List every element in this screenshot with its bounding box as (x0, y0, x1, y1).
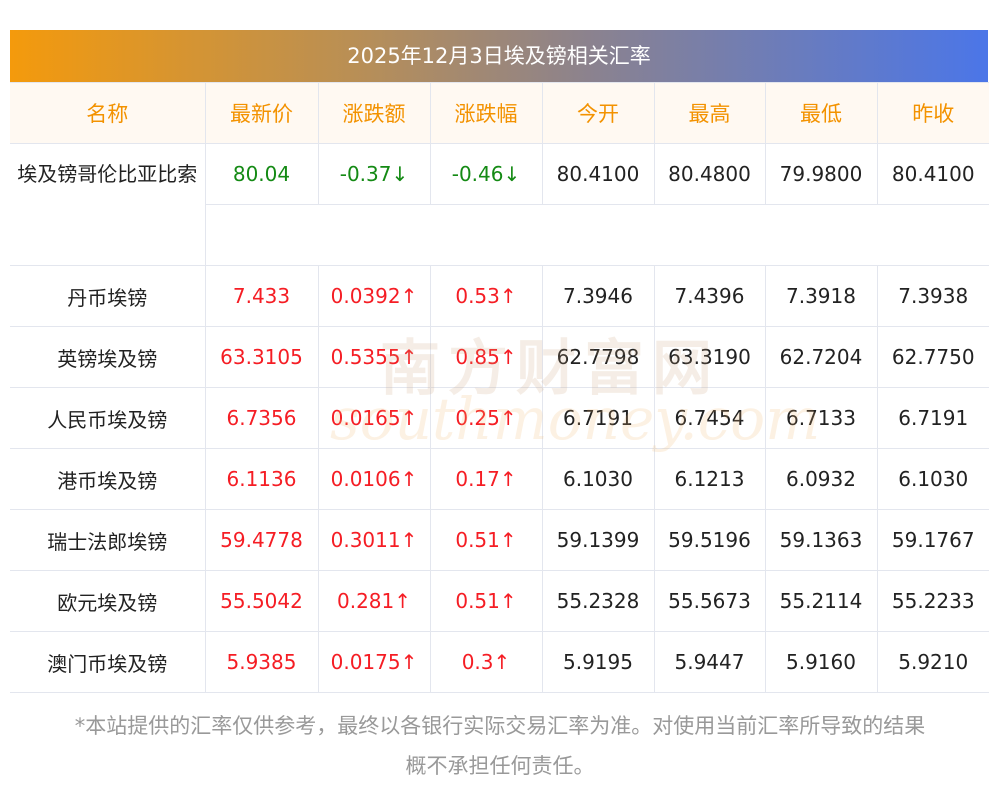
cell-open: 5.9195 (541, 631, 655, 693)
cell-latest: 59.4778 (204, 509, 319, 571)
cell-pct: 0.51↑ (429, 570, 543, 632)
cell-name: 英镑埃及镑 (10, 326, 206, 388)
cell-name: 澳门币埃及镑 (10, 631, 206, 693)
cell-pct: 0.51↑ (429, 509, 543, 571)
cell-high: 55.5673 (654, 570, 766, 632)
cell-change: 0.5355↑ (317, 326, 431, 388)
cell-latest: 5.9385 (204, 631, 319, 693)
column-header-low: 最低 (764, 82, 878, 144)
table-row: 欧元埃及镑 55.5042 0.281↑ 0.51↑ 55.2328 55.5673 55.… (10, 570, 989, 632)
cell-name: 埃及镑哥伦比亚比索 (10, 143, 206, 266)
cell-low: 59.1363 (764, 509, 878, 571)
cell-high: 6.7454 (654, 387, 766, 449)
cell-prev: 80.4100 (876, 143, 989, 205)
cell-prev: 62.7750 (876, 326, 989, 388)
cell-change: 0.0392↑ (317, 265, 431, 327)
cell-low: 5.9160 (764, 631, 878, 693)
cell-pct: -0.46↓ (429, 143, 543, 205)
cell-pct: 0.85↑ (429, 326, 543, 388)
column-header-latest: 最新价 (204, 82, 319, 144)
cell-prev: 6.1030 (876, 448, 989, 510)
cell-latest: 6.7356 (204, 387, 319, 449)
cell-name: 丹币埃镑 (10, 265, 206, 327)
cell-open: 6.7191 (541, 387, 655, 449)
table-row: 港币埃及镑 6.1136 0.0106↑ 0.17↑ 6.1030 6.1213 6.093… (10, 448, 989, 510)
cell-change: 0.0175↑ (317, 631, 431, 693)
cell-high: 80.4800 (654, 143, 766, 205)
cell-open: 7.3946 (541, 265, 655, 327)
cell-pct: 0.17↑ (429, 448, 543, 510)
cell-name: 瑞士法郎埃镑 (10, 509, 206, 571)
table-header-row: 名称 最新价 涨跌额 涨跌幅 今开 最高 最低 昨收 (10, 82, 989, 144)
cell-open: 59.1399 (541, 509, 655, 571)
column-header-change: 涨跌额 (317, 82, 431, 144)
cell-low: 79.9800 (764, 143, 878, 205)
cell-pct: 0.53↑ (429, 265, 543, 327)
cell-high: 63.3190 (654, 326, 766, 388)
cell-high: 59.5196 (654, 509, 766, 571)
table-row: 丹币埃镑 7.433 0.0392↑ 0.53↑ 7.3946 7.4396 7.3918 7… (10, 265, 989, 327)
cell-prev: 55.2233 (876, 570, 989, 632)
table-row: 埃及镑哥伦比亚比索 80.04 -0.37↓ -0.46↓ 80.4100 80.4800… (10, 143, 989, 266)
cell-low: 6.0932 (764, 448, 878, 510)
cell-pct: 0.25↑ (429, 387, 543, 449)
cell-low: 7.3918 (764, 265, 878, 327)
cell-latest: 7.433 (204, 265, 319, 327)
table-row-continuation (10, 204, 989, 266)
cell-open: 80.4100 (541, 143, 655, 205)
cell-prev: 59.1767 (876, 509, 989, 571)
cell-high: 6.1213 (654, 448, 766, 510)
cell-open: 55.2328 (541, 570, 655, 632)
cell-change: 0.0106↑ (317, 448, 431, 510)
cell-low: 6.7133 (764, 387, 878, 449)
cell-open: 62.7798 (541, 326, 655, 388)
cell-high: 5.9447 (654, 631, 766, 693)
cell-latest: 55.5042 (204, 570, 319, 632)
disclaimer: *本站提供的汇率仅供参考，最终以各银行实际交易汇率为准。对使用当前汇率所导致的结… (0, 706, 1000, 786)
cell-prev: 6.7191 (876, 387, 989, 449)
column-header-pct: 涨跌幅 (429, 82, 543, 144)
table-row: 瑞士法郎埃镑 59.4778 0.3011↑ 0.51↑ 59.1399 59.5196 5… (10, 509, 989, 571)
cell-latest: 6.1136 (204, 448, 319, 510)
cell-change: 0.281↑ (317, 570, 431, 632)
cell-name: 港币埃及镑 (10, 448, 206, 510)
cell-prev: 7.3938 (876, 265, 989, 327)
disclaimer-line-2: 概不承担任何责任。 (405, 754, 595, 778)
cell-latest: 63.3105 (204, 326, 319, 388)
cell-low: 62.7204 (764, 326, 878, 388)
cell-name: 人民币埃及镑 (10, 387, 206, 449)
cell-latest: 80.04 (204, 143, 319, 205)
cell-pct: 0.3↑ (429, 631, 543, 693)
table-title: 2025年12月3日埃及镑相关汇率 (10, 30, 988, 82)
table-row: 澳门币埃及镑 5.9385 0.0175↑ 0.3↑ 5.9195 5.9447 5.916… (10, 631, 989, 693)
cell-open: 6.1030 (541, 448, 655, 510)
table-row: 人民币埃及镑 6.7356 0.0165↑ 0.25↑ 6.7191 6.7454 6.71… (10, 387, 989, 449)
exchange-rate-table: 名称 最新价 涨跌额 涨跌幅 今开 最高 最低 昨收 埃及镑哥伦比亚比索 80.04 -0.37↓… (10, 82, 989, 693)
column-header-open: 今开 (541, 82, 655, 144)
cell-change: 0.0165↑ (317, 387, 431, 449)
cell-prev: 5.9210 (876, 631, 989, 693)
disclaimer-line-1: *本站提供的汇率仅供参考，最终以各银行实际交易汇率为准。对使用当前汇率所导致的结… (74, 714, 926, 738)
column-header-name: 名称 (10, 82, 206, 144)
cell-name: 欧元埃及镑 (10, 570, 206, 632)
cell-low: 55.2114 (764, 570, 878, 632)
table-row: 英镑埃及镑 63.3105 0.5355↑ 0.85↑ 62.7798 63.3190 62… (10, 326, 989, 388)
empty-cell (205, 204, 989, 266)
column-header-high: 最高 (654, 82, 766, 144)
column-header-prev: 昨收 (876, 82, 989, 144)
cell-high: 7.4396 (654, 265, 766, 327)
cell-change: 0.3011↑ (317, 509, 431, 571)
cell-change: -0.37↓ (317, 143, 431, 205)
